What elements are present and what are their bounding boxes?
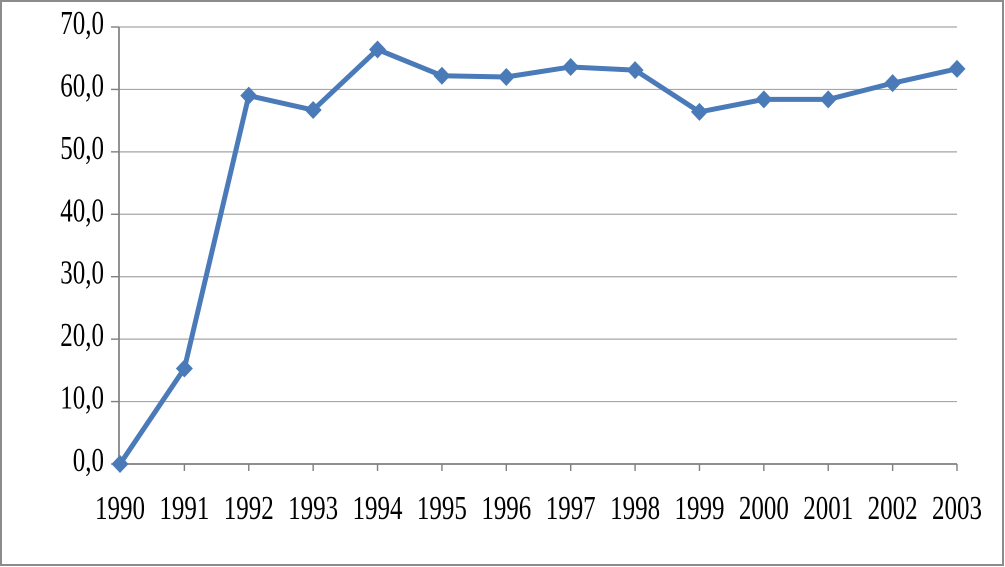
x-axis-tick-label: 1994	[353, 491, 403, 527]
y-axis-tick-label: 0,0	[73, 443, 104, 479]
x-axis-tick-label: 1993	[288, 491, 338, 527]
data-point-marker	[819, 90, 837, 109]
axes	[118, 27, 957, 465]
gridlines	[119, 26, 957, 403]
y-axis-tick-label: 30,0	[60, 255, 104, 291]
x-axis-tick-label: 1998	[610, 491, 660, 527]
y-axis-tick-label: 50,0	[60, 130, 104, 166]
data-point-marker	[497, 67, 515, 86]
x-axis-tick-label: 2000	[739, 491, 789, 527]
y-axis-tick-label: 40,0	[60, 193, 104, 229]
x-axis-tick-label: 1997	[546, 491, 596, 527]
x-axis-tick-label: 1991	[159, 491, 209, 527]
x-axis-labels: 1990 1991 1992 1993 1994 1995 1996 1997 1998 1999…	[95, 491, 982, 527]
y-axis-tick-label: 70,0	[60, 6, 104, 42]
data-point-marker	[369, 40, 387, 59]
x-axis-tick-label: 1995	[417, 491, 467, 527]
data-point-marker	[562, 57, 580, 76]
y-axis-tick-label: 60,0	[60, 68, 104, 104]
data-point-marker	[884, 74, 902, 93]
x-axis-tick-label: 1996	[481, 491, 531, 527]
data-point-marker	[755, 90, 773, 109]
data-point-marker	[111, 455, 129, 473]
data-point-marker	[304, 101, 322, 120]
y-axis-tick-label: 20,0	[60, 318, 104, 354]
data-point-marker	[690, 102, 708, 121]
x-axis-tick-label: 1999	[674, 491, 724, 527]
y-axis-tick-label: 10,0	[60, 380, 104, 416]
y-axis-labels: 0,0 10,0 20,0 30,0 40,0 50,0 60,0 70,0	[60, 6, 104, 479]
data-point-marker	[626, 61, 644, 80]
x-axis-tick-label: 2001	[803, 491, 853, 527]
data-point-marker	[175, 359, 193, 378]
data-point-marker	[240, 86, 258, 105]
x-axis-tick-label: 1990	[95, 491, 145, 527]
x-axis-tick-label: 1992	[224, 491, 274, 527]
x-axis-tick-label: 2002	[868, 491, 918, 527]
data-point-marker	[948, 59, 966, 78]
x-axis-tick-label: 2003	[932, 491, 982, 527]
data-point-marker	[433, 66, 451, 85]
series-line	[117, 46, 960, 467]
series-markers	[111, 40, 966, 473]
